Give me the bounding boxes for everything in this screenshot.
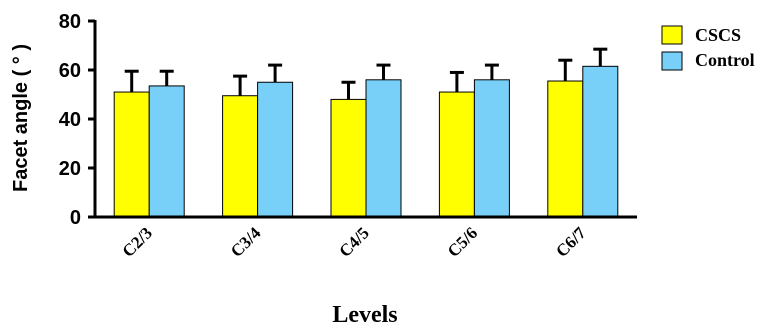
x-tick-label: C5/6 <box>444 223 481 260</box>
x-tick-label: C4/5 <box>335 223 372 260</box>
legend-label-cscs: CSCS <box>695 25 741 45</box>
y-tick-label: 60 <box>59 60 81 82</box>
x-tick-label: C2/3 <box>119 223 156 260</box>
bars-layer <box>113 65 619 218</box>
x-tick-label: C3/4 <box>227 223 265 261</box>
bar-cscs-c6-7 <box>547 80 584 218</box>
y-tick-label: 20 <box>59 158 81 180</box>
bar-cscs-c4-5 <box>330 98 367 218</box>
x-ticks-layer: C2/3 C3/4 C4/5 C5/6 C6/7 <box>119 223 590 261</box>
legend-label-control: Control <box>695 50 755 70</box>
x-tick-label: C6/7 <box>552 223 590 261</box>
y-tick-label: 40 <box>59 109 81 131</box>
legend-swatch-cscs <box>661 25 683 45</box>
legend-swatch-control <box>661 51 683 71</box>
bar-cscs-c3-4 <box>222 95 259 218</box>
error-bars-layer <box>124 47 608 100</box>
bar-control-c4-5 <box>365 79 402 218</box>
y-tick-label: 0 <box>70 207 81 229</box>
bar-control-c2-3 <box>148 85 185 218</box>
y-axis-title: Facet angle ( ° ) <box>10 44 32 192</box>
bar-control-c6-7 <box>582 65 619 218</box>
bar-cscs-c2-3 <box>113 91 150 218</box>
y-tick-label: 80 <box>59 11 81 33</box>
x-axis-title: Levels <box>332 302 397 327</box>
legend: CSCS Control <box>661 25 755 71</box>
y-ticks-layer: 0 20 40 60 80 <box>59 11 95 229</box>
bar-control-c5-6 <box>473 79 510 218</box>
bar-cscs-c5-6 <box>438 91 475 218</box>
bar-control-c3-4 <box>257 81 294 218</box>
